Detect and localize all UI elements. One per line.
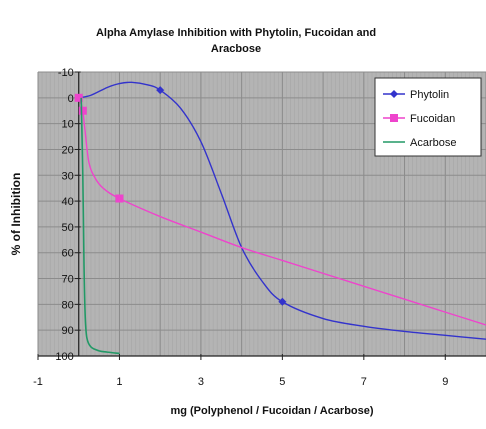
legend-swatch-marker xyxy=(390,114,398,122)
legend-label: Acarbose xyxy=(410,137,456,149)
series-line-phytolin xyxy=(78,81,486,340)
x-tick-label: 1 xyxy=(116,376,122,388)
legend-swatch-marker xyxy=(390,90,398,98)
tick-labels: -10 0 10 20 30 40 50 60 70 80 90 100 -1 1 3 5 7 9 xyxy=(33,67,448,388)
y-tick-label: 100 xyxy=(55,351,73,363)
series-line-acarbose xyxy=(80,97,120,355)
x-tick-label: 3 xyxy=(198,376,204,388)
axes xyxy=(37,71,486,360)
data-point-fucoidan xyxy=(74,93,83,102)
y-tick-label: 80 xyxy=(61,299,73,311)
legend-item-phytolin: Phytolin xyxy=(383,89,449,101)
y-axis-label: % of Inhibition xyxy=(9,173,23,256)
y-tick-label: 20 xyxy=(61,144,73,156)
chart-title-line-2: Aracbose xyxy=(211,43,261,55)
series-line-fucoidan xyxy=(78,97,486,326)
legend-label: Fucoidan xyxy=(410,113,455,125)
data-point-phytolin xyxy=(156,86,165,95)
chart-title: Alpha Amylase Inhibition with Phytolin, … xyxy=(96,27,376,55)
y-tick-label: 70 xyxy=(61,274,73,286)
x-tick-label: 9 xyxy=(442,376,448,388)
y-tick-label: 0 xyxy=(68,93,74,105)
x-axis-label: mg (Polyphenol / Fucoidan / Acarbose) xyxy=(170,405,373,417)
series-fucoidan xyxy=(74,93,486,326)
legend-item-acarbose: Acarbose xyxy=(383,137,456,149)
series-acarbose xyxy=(80,97,120,355)
y-tick-label: -10 xyxy=(58,67,74,79)
x-tick-label: -1 xyxy=(33,376,43,388)
legend: Phytolin Fucoidan Acarbose xyxy=(374,77,482,157)
data-point-fucoidan xyxy=(115,194,124,203)
series-layer xyxy=(74,81,486,355)
y-tick-label: 50 xyxy=(61,222,73,234)
x-tick-label: 5 xyxy=(279,376,285,388)
data-point-phytolin xyxy=(278,297,287,306)
x-tick-label: 7 xyxy=(361,376,367,388)
data-point-fucoidan xyxy=(78,106,87,115)
legend-item-fucoidan: Fucoidan xyxy=(383,113,455,125)
y-tick-label: 10 xyxy=(61,119,73,131)
y-tick-label: 40 xyxy=(61,196,73,208)
y-tick-label: 30 xyxy=(61,170,73,182)
y-tick-label: 60 xyxy=(61,248,73,260)
legend-label: Phytolin xyxy=(410,89,449,101)
chart-title-line-1: Alpha Amylase Inhibition with Phytolin, … xyxy=(96,27,376,39)
y-tick-label: 90 xyxy=(61,325,73,337)
